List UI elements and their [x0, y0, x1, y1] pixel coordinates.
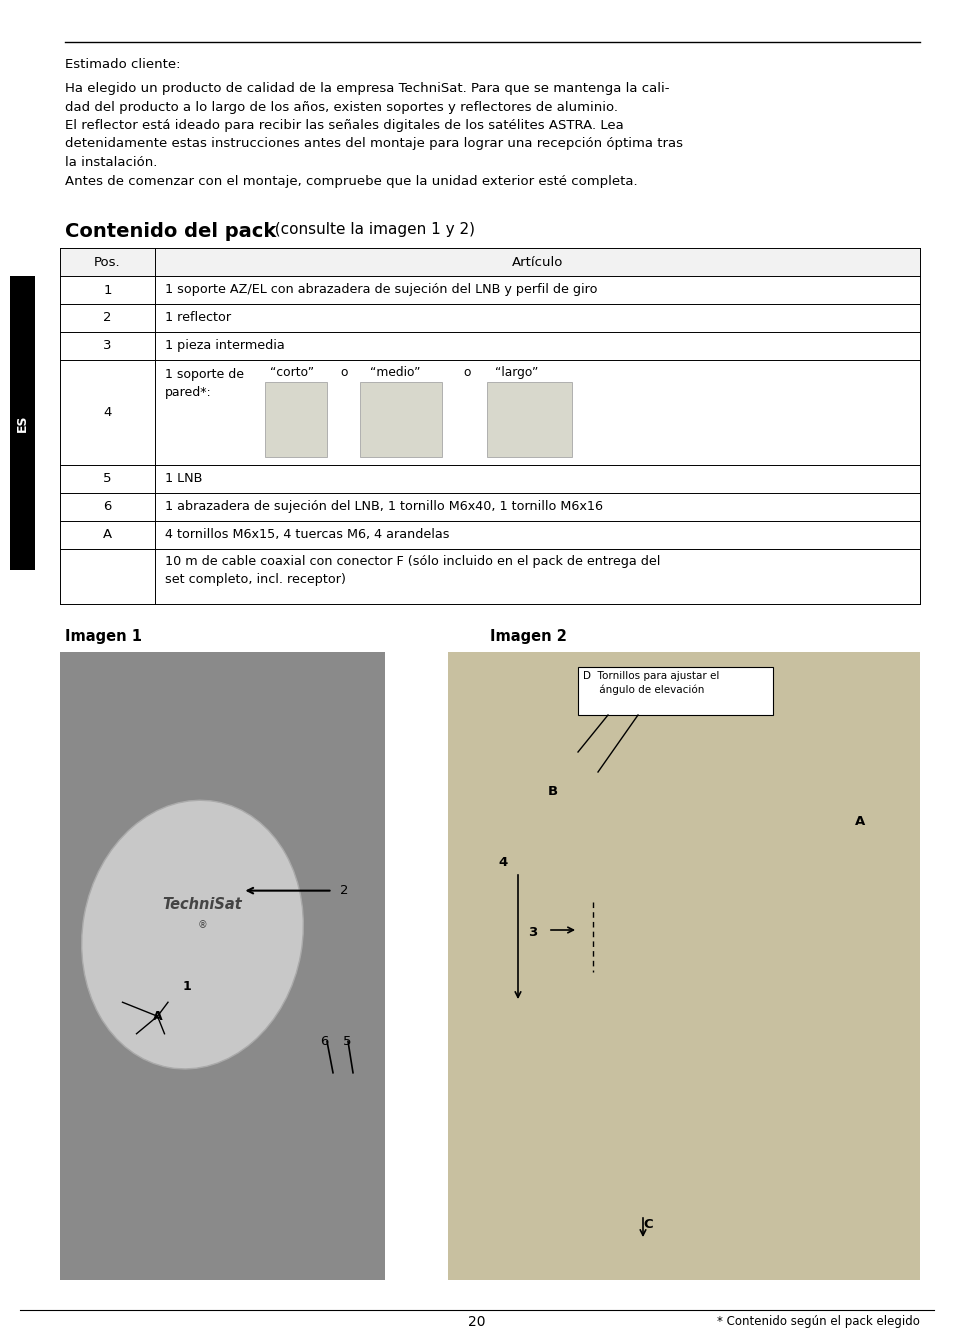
Text: 1: 1: [182, 979, 191, 993]
Bar: [359, 383, 441, 458]
Bar: [578, 668, 772, 714]
Text: Pos.: Pos.: [94, 256, 121, 269]
Bar: [60, 466, 919, 492]
Bar: [60, 248, 919, 276]
Text: 2: 2: [103, 312, 112, 325]
Text: 1 abrazadera de sujeción del LNB, 1 tornillo M6x40, 1 tornillo M6x16: 1 abrazadera de sujeción del LNB, 1 torn…: [165, 500, 602, 514]
Bar: [60, 332, 919, 360]
Text: Contenido del pack: Contenido del pack: [65, 222, 276, 241]
Bar: [265, 383, 327, 458]
Text: 1 soporte de
pared*:: 1 soporte de pared*:: [165, 368, 244, 399]
Bar: [60, 520, 919, 549]
Bar: [448, 652, 919, 1280]
Bar: [60, 360, 919, 466]
Text: Artículo: Artículo: [511, 256, 562, 269]
Bar: [60, 276, 919, 304]
Text: o: o: [339, 367, 347, 379]
Text: TechniSat: TechniSat: [162, 896, 242, 913]
Text: A: A: [854, 815, 864, 828]
Text: ES: ES: [16, 415, 29, 432]
Text: 4: 4: [497, 855, 507, 868]
Text: 5: 5: [343, 1034, 351, 1048]
Text: D  Tornillos para ajustar el
     ángulo de elevación: D Tornillos para ajustar el ángulo de el…: [582, 670, 719, 694]
Text: 2: 2: [340, 884, 349, 898]
Text: 1: 1: [103, 284, 112, 297]
Bar: [486, 383, 572, 458]
Text: A: A: [152, 1010, 162, 1022]
Ellipse shape: [82, 800, 303, 1069]
Bar: [60, 549, 919, 603]
Text: 1 LNB: 1 LNB: [165, 472, 202, 486]
Text: ®: ®: [197, 919, 207, 930]
Text: 6: 6: [103, 500, 112, 514]
Text: “corto”: “corto”: [270, 367, 314, 379]
Text: Imagen 2: Imagen 2: [490, 629, 566, 644]
Text: Estimado cliente:: Estimado cliente:: [65, 58, 180, 71]
Text: “largo”: “largo”: [495, 367, 537, 379]
Text: (consulte la imagen 1 y 2): (consulte la imagen 1 y 2): [265, 222, 475, 237]
Text: A: A: [103, 529, 112, 542]
Text: 3: 3: [103, 340, 112, 352]
Text: 4: 4: [103, 405, 112, 419]
Text: 6: 6: [319, 1034, 328, 1048]
Text: 5: 5: [103, 472, 112, 486]
Bar: [60, 304, 919, 332]
Text: B: B: [547, 785, 558, 799]
Bar: [10, 276, 35, 570]
Text: 3: 3: [528, 926, 537, 938]
Text: “medio”: “medio”: [370, 367, 420, 379]
Text: 1 reflector: 1 reflector: [165, 312, 231, 325]
Text: 1 soporte AZ/EL con abrazadera de sujeción del LNB y perfil de giro: 1 soporte AZ/EL con abrazadera de sujeci…: [165, 284, 597, 297]
Bar: [60, 652, 385, 1280]
Text: * Contenido según el pack elegido: * Contenido según el pack elegido: [717, 1315, 919, 1329]
Text: Ha elegido un producto de calidad de la empresa TechniSat. Para que se mantenga : Ha elegido un producto de calidad de la …: [65, 82, 682, 187]
Bar: [60, 492, 919, 520]
Text: 1 pieza intermedia: 1 pieza intermedia: [165, 340, 284, 352]
Text: Imagen 1: Imagen 1: [65, 629, 142, 644]
Text: 20: 20: [468, 1315, 485, 1329]
Text: 4 tornillos M6x15, 4 tuercas M6, 4 arandelas: 4 tornillos M6x15, 4 tuercas M6, 4 arand…: [165, 529, 449, 542]
Text: o: o: [462, 367, 470, 379]
Text: 10 m de cable coaxial con conector F (sólo incluido en el pack de entrega del
se: 10 m de cable coaxial con conector F (só…: [165, 555, 659, 586]
Text: C: C: [642, 1219, 652, 1231]
